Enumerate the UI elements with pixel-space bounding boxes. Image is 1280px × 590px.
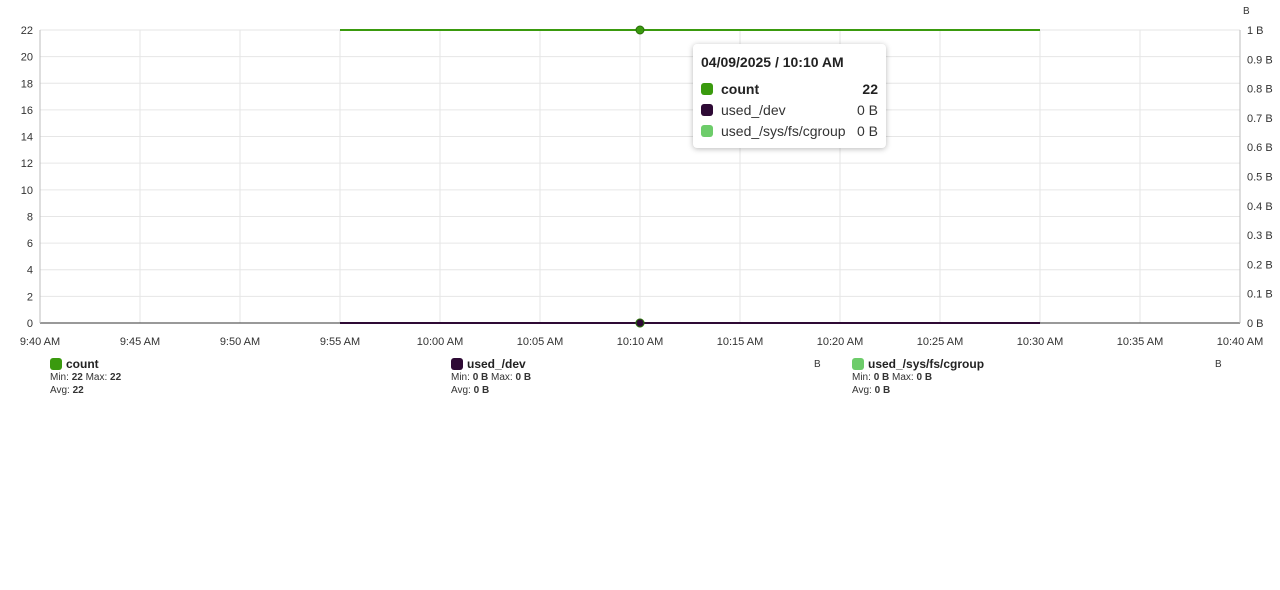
- y-left-tick-label: 20: [21, 52, 33, 64]
- x-tick-label: 10:00 AM: [417, 336, 463, 348]
- legend-unit: B: [814, 359, 821, 370]
- tooltip-series-name: used_/dev: [721, 101, 786, 118]
- legend-min-label: Min:: [50, 372, 69, 383]
- tooltip-series-value: 0 B: [856, 101, 878, 118]
- time-series-chart[interactable]: 0 2 4 6 8 10 12 14 16 18 20 22 9:40 AM 9:45 AM 9:50 AM…: [0, 0, 1280, 350]
- legend-min-value: 22: [71, 372, 83, 383]
- y-right-tick-label: 0 B: [1247, 318, 1264, 330]
- y-right-tick-label: 0.8 B: [1247, 84, 1273, 96]
- tooltip-title: 04/09/2025 / 10:10 AM: [701, 54, 844, 70]
- chart-tooltip: 04/09/2025 / 10:10 AM count 22 used_/dev…: [693, 44, 886, 148]
- legend-min-label: Min:: [451, 372, 470, 383]
- legend-unit: B: [1215, 359, 1222, 370]
- y-left-tick-label: 22: [21, 25, 33, 37]
- legend-swatch-used-dev: [451, 358, 463, 370]
- legend-avg-value: 0 B: [874, 385, 891, 396]
- tooltip-series-name: count: [721, 80, 760, 97]
- y-left-tick-label: 6: [27, 238, 33, 250]
- x-tick-label: 10:20 AM: [817, 336, 863, 348]
- y-left-tick-label: 18: [21, 78, 33, 90]
- x-tick-label: 10:30 AM: [1017, 336, 1063, 348]
- x-tick-label: 10:15 AM: [717, 336, 763, 348]
- y-left-tick-label: 8: [27, 211, 33, 223]
- tooltip-row-used-sys-fs-cgroup: used_/sys/fs/cgroup 0 B: [701, 120, 878, 141]
- tooltip-swatch-used-dev: [701, 103, 713, 116]
- y-right-tick-label: 0.7 B: [1247, 113, 1273, 125]
- y-right-tick-label: 0.4 B: [1247, 201, 1273, 213]
- y-left-tick-label: 10: [21, 185, 33, 197]
- x-tick-label: 10:05 AM: [517, 336, 563, 348]
- legend-item-count[interactable]: count Min: 22 Max: 22 Avg: 22: [50, 357, 121, 397]
- y-right-tick-label: 1 B: [1247, 25, 1264, 37]
- x-tick-label: 9:45 AM: [120, 336, 160, 348]
- legend-item-used-dev[interactable]: used_/dev Min: 0 B Max: 0 B Avg: 0 B: [451, 357, 531, 397]
- tooltip-series-value: 22: [862, 80, 878, 97]
- legend-max-label: Max:: [892, 372, 914, 383]
- x-tick-label: 9:40 AM: [20, 336, 60, 348]
- y-right-tick-label: 0.9 B: [1247, 54, 1273, 66]
- legend-max-value: 0 B: [916, 372, 933, 383]
- y-right-tick-label: 0.1 B: [1247, 289, 1273, 301]
- legend-avg-label: Avg:: [451, 385, 471, 396]
- legend-avg-label: Avg:: [852, 385, 872, 396]
- legend-label: used_/dev: [467, 357, 526, 371]
- legend-min-value: 0 B: [472, 372, 489, 383]
- y-left-tick-label: 2: [27, 291, 33, 303]
- x-tick-label: 10:35 AM: [1117, 336, 1163, 348]
- legend-label: count: [66, 357, 99, 371]
- series-point-used-dev: [635, 318, 645, 328]
- y-left-tick-label: 4: [27, 265, 33, 277]
- legend-max-value: 0 B: [515, 372, 532, 383]
- legend-max-value: 22: [110, 372, 122, 383]
- legend-max-label: Max:: [85, 372, 108, 383]
- tooltip-swatch-count: [701, 82, 713, 95]
- legend-item-used-sys-fs-cgroup[interactable]: used_/sys/fs/cgroup Min: 0 B Max: 0 B Av…: [852, 357, 984, 397]
- y-left-tick-label: 16: [21, 105, 33, 117]
- tooltip-row-used-dev: used_/dev 0 B: [701, 99, 878, 120]
- y-left-tick-label: 0: [27, 318, 33, 330]
- legend-swatch-count: [50, 358, 62, 370]
- legend-avg-label: Avg:: [50, 385, 70, 396]
- y-left-tick-label: 14: [21, 132, 33, 144]
- tooltip-series-value: 0 B: [856, 122, 878, 139]
- x-tick-label: 9:55 AM: [320, 336, 360, 348]
- x-tick-label: 10:10 AM: [617, 336, 663, 348]
- tooltip-swatch-used-sys-fs-cgroup: [701, 124, 713, 137]
- x-tick-label: 10:25 AM: [917, 336, 963, 348]
- x-tick-label: 9:50 AM: [220, 336, 260, 348]
- legend-swatch-used-sys-fs-cgroup: [852, 358, 864, 370]
- tooltip-series-name: used_/sys/fs/cgroup: [721, 122, 846, 139]
- legend-min-label: Min:: [852, 372, 871, 383]
- x-tick-label: 10:40 AM: [1217, 336, 1263, 348]
- y-right-tick-label: 0.2 B: [1247, 259, 1273, 271]
- y-left-tick-label: 12: [21, 158, 33, 170]
- legend-label: used_/sys/fs/cgroup: [868, 357, 985, 371]
- y-right-tick-label: 0.6 B: [1247, 142, 1273, 154]
- y-right-tick-label: 0.3 B: [1247, 230, 1273, 242]
- legend-avg-value: 0 B: [473, 385, 490, 396]
- series-point-count: [635, 25, 645, 35]
- legend-max-label: Max:: [491, 372, 513, 383]
- legend-min-value: 0 B: [873, 372, 890, 383]
- legend-avg-value: 22: [72, 385, 84, 396]
- tooltip-row-count: count 22: [701, 78, 878, 99]
- y-right-unit-label: B: [1243, 6, 1250, 17]
- y-right-tick-label: 0.5 B: [1247, 172, 1273, 184]
